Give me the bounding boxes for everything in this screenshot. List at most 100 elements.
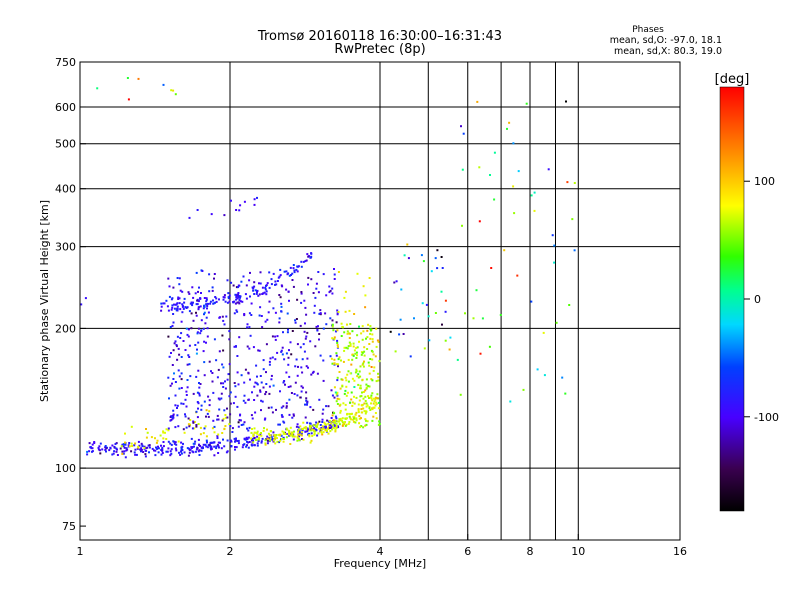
scatter-point [336, 376, 339, 379]
scatter-point [236, 297, 239, 300]
scatter-point [122, 445, 125, 448]
scatter-point [219, 441, 221, 444]
scatter-point [331, 287, 334, 290]
scatter-point [212, 419, 215, 422]
scatter-point [233, 382, 236, 384]
scatter-point [304, 337, 307, 340]
scatter-point [333, 386, 336, 389]
scatter-point [264, 439, 267, 442]
scatter-point [200, 404, 203, 407]
scatter-point [169, 326, 172, 328]
scatter-point [205, 415, 207, 418]
scatter-point [348, 415, 351, 418]
scatter-point [351, 377, 354, 380]
scatter-point [178, 283, 181, 286]
scatter-point [221, 315, 224, 318]
scatter-point [407, 257, 410, 260]
scatter-point [301, 371, 304, 374]
scatter-point [200, 408, 203, 411]
scatter-point [251, 437, 254, 440]
scatter-point [346, 391, 349, 394]
scatter-point [356, 272, 359, 275]
scatter-point [313, 311, 316, 314]
scatter-point [197, 341, 200, 344]
scatter-point [252, 289, 255, 292]
scatter-point [176, 277, 179, 279]
scatter-point [178, 297, 181, 300]
scatter-point [289, 266, 292, 269]
scatter-point [319, 312, 322, 315]
scatter-point [296, 439, 299, 442]
scatter-point [344, 376, 347, 379]
scatter-point [564, 392, 567, 395]
scatter-point [124, 443, 127, 446]
scatter-point [212, 391, 215, 394]
axis-ticks: 1 2 4 6 8 10 16 75 100 200 300 400 500 600 750 [55, 56, 687, 558]
scatter-point [269, 439, 271, 442]
scatter-point [363, 346, 366, 349]
scatter-point [124, 432, 126, 435]
scatter-point [361, 338, 364, 341]
scatter-point [166, 305, 169, 308]
scatter-point [278, 294, 281, 296]
scatter-point [244, 368, 247, 371]
scatter-point [196, 331, 199, 334]
scatter-point [313, 433, 316, 436]
scatter-point [136, 447, 139, 450]
scatter-point [223, 445, 226, 448]
scatter-point [261, 293, 264, 295]
scatter-point [462, 132, 465, 135]
scatter-point [297, 426, 300, 429]
scatter-point [319, 313, 322, 316]
scatter-point [516, 274, 519, 277]
scatter-point [320, 432, 323, 435]
grid-lines [80, 62, 680, 540]
scatter-point [298, 430, 301, 433]
scatter-point [328, 285, 331, 288]
scatter-point [150, 436, 153, 439]
scatter-point [191, 427, 194, 430]
scatter-point [493, 151, 496, 154]
scatter-point [188, 356, 191, 358]
scatter-point [259, 306, 262, 309]
scatter-point [333, 358, 336, 361]
scatter-point [282, 432, 285, 435]
scatter-point [393, 281, 396, 284]
scatter-point [224, 416, 227, 419]
scatter-point [361, 391, 363, 394]
scatter-point [167, 277, 170, 280]
scatter-point [441, 323, 443, 326]
scatter-point [256, 442, 259, 445]
scatter-point [277, 276, 280, 279]
scatter-point [272, 272, 275, 275]
scatter-point [358, 399, 361, 402]
scatter-point [312, 292, 315, 294]
scatter-point [270, 374, 273, 377]
scatter-point [264, 442, 267, 445]
scatter-point [276, 280, 279, 282]
scatter-point [351, 404, 354, 407]
scatter-point [223, 409, 226, 412]
scatter-point [287, 386, 290, 388]
scatter-point [200, 269, 203, 272]
scatter-point [345, 423, 348, 426]
scatter-point [233, 312, 236, 315]
scatter-point [173, 372, 175, 375]
scatter-point [399, 318, 402, 321]
scatter-point [261, 400, 264, 403]
scatter-point [216, 435, 219, 437]
scatter-point [264, 393, 267, 396]
scatter-point [261, 286, 264, 289]
scatter-point [365, 410, 368, 413]
scatter-point [274, 338, 277, 341]
scatter-point [222, 386, 225, 388]
scatter-point [224, 387, 227, 390]
scatter-point [276, 440, 279, 443]
scatter-point [274, 442, 277, 445]
scatter-point [278, 275, 281, 278]
scatter-point [369, 328, 372, 331]
scatter-point [350, 398, 353, 401]
scatter-point [369, 337, 372, 340]
scatter-point [222, 349, 225, 352]
scatter-point [209, 302, 212, 305]
